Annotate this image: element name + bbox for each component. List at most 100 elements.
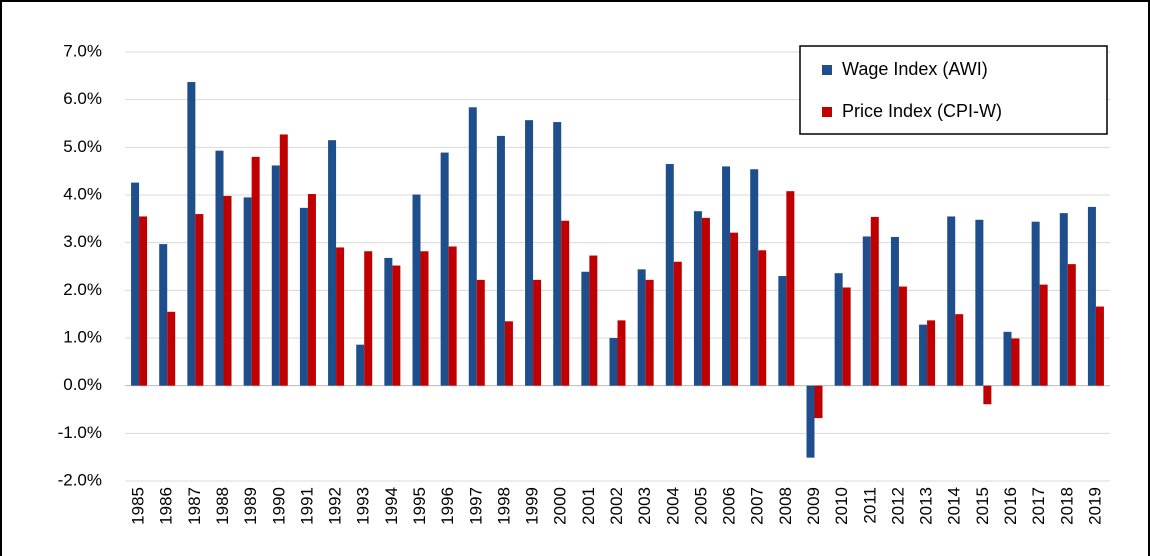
- x-tick-label: 1991: [297, 487, 316, 525]
- bar: [1011, 338, 1020, 386]
- bar: [448, 246, 457, 386]
- x-tick-label: 2017: [1029, 487, 1048, 525]
- bar: [159, 244, 168, 386]
- x-tick-label: 1987: [185, 487, 204, 525]
- bar: [665, 164, 674, 386]
- x-tick-label: 1997: [466, 487, 485, 525]
- y-tick-label: 2.0%: [63, 280, 102, 299]
- x-tick-label: 2016: [1001, 487, 1020, 525]
- y-tick-label: 6.0%: [63, 89, 102, 108]
- bar: [983, 385, 992, 405]
- bar: [561, 220, 570, 386]
- bar: [750, 169, 759, 386]
- x-tick-label: 2009: [804, 487, 823, 525]
- bar: [589, 255, 598, 386]
- x-tick-label: 2011: [860, 487, 879, 524]
- bar: [384, 257, 393, 386]
- x-tick-label: 2005: [691, 487, 710, 525]
- legend-label: Price Index (CPI-W): [842, 101, 1002, 121]
- x-tick-label: 1986: [157, 487, 176, 525]
- y-tick-label: 0.0%: [63, 375, 102, 394]
- bar: [271, 165, 280, 386]
- bar: [617, 320, 626, 386]
- bar: [1003, 331, 1012, 386]
- x-tick-label: 1990: [269, 487, 288, 525]
- x-tick-label: 2008: [776, 487, 795, 525]
- bar: [131, 182, 140, 386]
- bar: [1087, 206, 1096, 386]
- bar: [420, 251, 429, 386]
- legend-swatch: [822, 65, 832, 75]
- y-tick-label: 1.0%: [63, 327, 102, 346]
- bar: [673, 261, 682, 386]
- x-tick-label: 1998: [494, 487, 513, 525]
- legend-swatch: [822, 107, 832, 117]
- bar: [842, 287, 851, 386]
- bar: [890, 236, 899, 386]
- x-tick-label: 2018: [1057, 487, 1076, 525]
- bar: [553, 122, 562, 386]
- x-tick-label: 2013: [917, 487, 936, 525]
- x-tick-label: 2001: [579, 487, 598, 525]
- legend-box: [799, 45, 1108, 135]
- bar: [251, 156, 260, 386]
- bar: [1059, 213, 1068, 386]
- x-tick-label: 1988: [213, 487, 232, 525]
- x-tick-label: 2004: [663, 487, 682, 525]
- bar: [307, 194, 316, 386]
- bar: [834, 273, 843, 386]
- bar: [581, 271, 590, 386]
- x-tick-label: 2019: [1085, 487, 1104, 525]
- bar: [701, 217, 710, 386]
- bar: [898, 286, 907, 386]
- bar: [778, 276, 787, 386]
- bar: [722, 166, 731, 386]
- bar: [223, 195, 232, 386]
- bar: [525, 120, 534, 386]
- x-tick-label: 2000: [551, 487, 570, 525]
- bar: [609, 338, 618, 386]
- bar: [139, 216, 148, 386]
- bar: [167, 311, 176, 386]
- y-tick-label: -2.0%: [58, 470, 102, 489]
- y-tick-label: 5.0%: [63, 137, 102, 156]
- x-tick-label: 1999: [523, 487, 542, 525]
- bar: [299, 207, 308, 386]
- x-tick-label: 1985: [129, 487, 148, 525]
- x-tick-label: 2012: [888, 487, 907, 525]
- legend-label: Wage Index (AWI): [842, 59, 988, 79]
- y-tick-label: -1.0%: [58, 423, 102, 442]
- bar: [975, 219, 984, 386]
- x-tick-label: 1993: [354, 487, 373, 525]
- bar: [195, 214, 204, 386]
- y-tick-label: 4.0%: [63, 184, 102, 203]
- bar: [279, 134, 288, 386]
- bar: [1039, 284, 1048, 386]
- bar: [730, 232, 739, 386]
- bar: [1031, 221, 1040, 386]
- bar: [187, 82, 196, 386]
- bar: [1067, 264, 1076, 386]
- bar: [440, 152, 449, 386]
- bar: [693, 211, 702, 386]
- bar: [328, 140, 337, 386]
- x-tick-label: 2006: [720, 487, 739, 525]
- x-tick-label: 1994: [382, 487, 401, 525]
- bar: [476, 279, 485, 386]
- x-tick-label: 2003: [635, 487, 654, 525]
- bar: [364, 251, 373, 386]
- x-tick-label: 1995: [410, 487, 429, 525]
- bar: [637, 269, 646, 386]
- bar: [947, 216, 956, 386]
- bar: [392, 265, 401, 386]
- x-tick-label: 1989: [241, 487, 260, 525]
- bar: [955, 314, 964, 386]
- bar: [645, 279, 654, 386]
- bar: [786, 191, 795, 386]
- bar: [533, 279, 542, 386]
- bar: [927, 320, 936, 386]
- bar: [870, 216, 879, 386]
- x-tick-label: 2007: [748, 487, 767, 525]
- x-tick-label: 2014: [945, 487, 964, 525]
- y-tick-label: 3.0%: [63, 232, 102, 251]
